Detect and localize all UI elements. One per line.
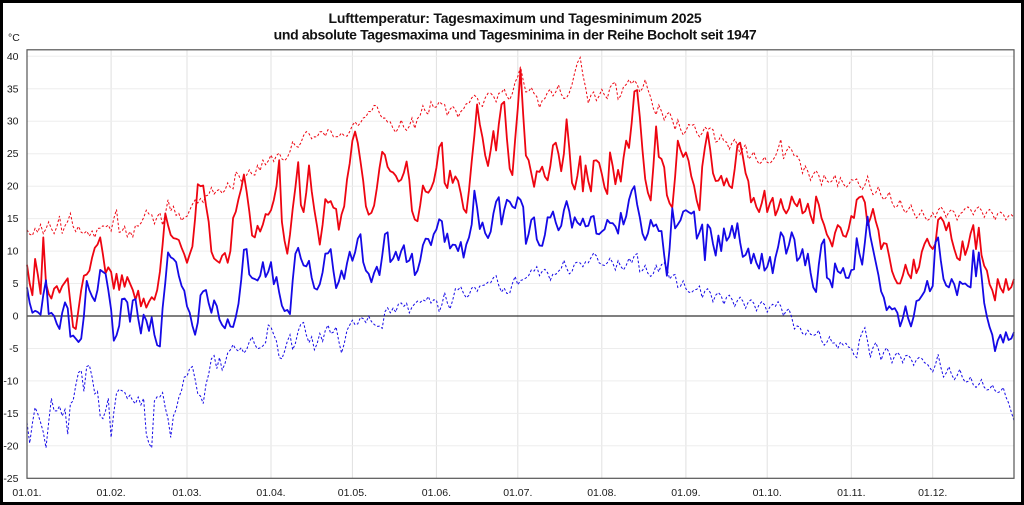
svg-text:-10: -10 — [3, 375, 18, 387]
svg-text:01.05.: 01.05. — [338, 487, 367, 499]
svg-text:35: 35 — [7, 83, 19, 95]
svg-text:0: 0 — [13, 311, 19, 323]
svg-text:10: 10 — [7, 246, 19, 258]
svg-text:25: 25 — [7, 148, 19, 160]
svg-text:01.04.: 01.04. — [256, 487, 285, 499]
svg-text:01.11.: 01.11. — [837, 487, 865, 499]
svg-text:01.03.: 01.03. — [172, 487, 201, 499]
svg-text:-25: -25 — [3, 473, 18, 485]
svg-text:01.10.: 01.10. — [753, 487, 782, 499]
svg-text:und absolute Tagesmaxima und T: und absolute Tagesmaxima und Tagesminima… — [274, 27, 757, 43]
svg-text:01.12.: 01.12. — [918, 487, 947, 499]
svg-text:-5: -5 — [9, 343, 18, 355]
svg-text:5: 5 — [13, 278, 19, 290]
svg-text:40: 40 — [7, 51, 19, 63]
svg-text:Lufttemperatur: Tagesmaximum u: Lufttemperatur: Tagesmaximum und Tagesmi… — [328, 10, 701, 26]
svg-text:01.02.: 01.02. — [96, 487, 125, 499]
svg-text:30: 30 — [7, 116, 19, 128]
svg-text:01.07.: 01.07. — [503, 487, 532, 499]
svg-text:15: 15 — [7, 213, 19, 225]
svg-text:20: 20 — [7, 181, 19, 193]
svg-text:°C: °C — [8, 32, 20, 44]
svg-text:-15: -15 — [3, 408, 18, 420]
svg-text:01.08.: 01.08. — [587, 487, 616, 499]
svg-text:-20: -20 — [3, 440, 18, 452]
svg-text:01.09.: 01.09. — [671, 487, 700, 499]
svg-text:01.01.: 01.01. — [12, 487, 41, 499]
svg-text:01.06.: 01.06. — [422, 487, 451, 499]
